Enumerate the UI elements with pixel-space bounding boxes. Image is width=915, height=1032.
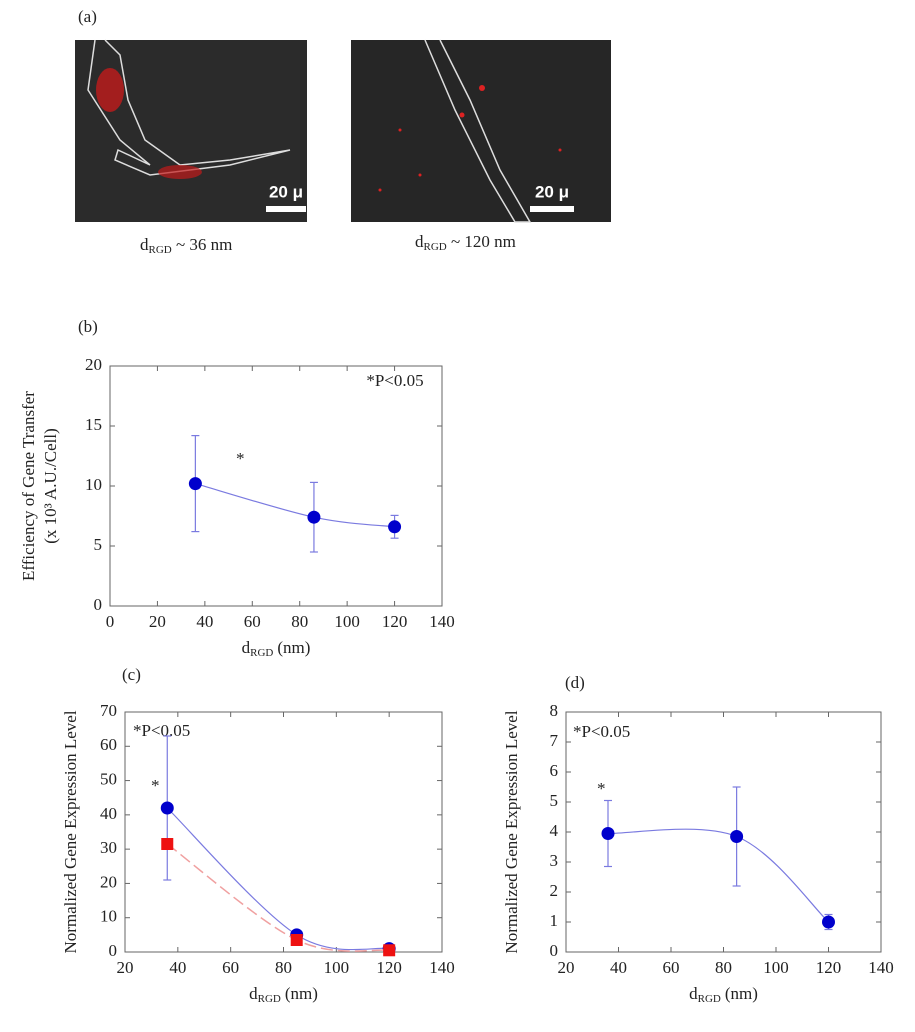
y-tick-label: 30 [100, 838, 117, 857]
panel-label: (c) [122, 665, 141, 684]
y-tick-label: 10 [100, 907, 117, 926]
x-tick-label: 140 [868, 958, 894, 977]
data-point [601, 827, 615, 840]
annotation: *P<0.05 [133, 721, 190, 740]
data-point [307, 510, 321, 524]
y-tick-label: 15 [85, 415, 102, 434]
y-tick-label: 4 [550, 821, 559, 840]
x-tick-label: 0 [106, 612, 115, 631]
y-tick-label: 70 [100, 701, 117, 720]
y-tick-label: 8 [550, 701, 559, 720]
data-point [160, 801, 174, 815]
x-tick-label: 100 [763, 958, 789, 977]
x-tick-label: 80 [715, 958, 732, 977]
x-tick-label: 80 [291, 612, 308, 631]
y-tick-label: 20 [85, 355, 102, 374]
x-tick-label: 60 [244, 612, 261, 631]
x-axis-label: dRGD (nm) [249, 984, 318, 1005]
micrograph [351, 39, 611, 223]
y-tick-label: 60 [100, 735, 117, 754]
plot-frame [124, 711, 443, 953]
plot-frame [109, 365, 443, 607]
panel-label: (a) [78, 7, 97, 26]
y-tick-label: 40 [100, 804, 117, 823]
y-tick-label: 5 [94, 535, 103, 554]
x-tick-label: 120 [376, 958, 402, 977]
data-point [383, 944, 396, 957]
significance-mark: * [597, 779, 606, 798]
annotation: *P<0.05 [366, 371, 423, 390]
data-point [290, 934, 303, 946]
data-point [822, 915, 835, 929]
x-tick-label: 60 [663, 958, 680, 977]
x-tick-label: 120 [382, 612, 408, 631]
annotation: *P<0.05 [573, 722, 630, 741]
data-point [388, 520, 402, 534]
data-point [161, 838, 174, 850]
panel-label: (d) [565, 673, 585, 692]
x-tick-label: 140 [429, 612, 455, 631]
y-axis-label: (x 10³ A.U./Cell) [41, 428, 60, 544]
x-tick-label: 140 [429, 958, 455, 977]
fit-line [195, 483, 395, 528]
x-tick-label: 40 [196, 612, 213, 631]
y-axis-label: Normalized Gene Expression Level [502, 710, 521, 953]
y-tick-label: 5 [550, 791, 559, 810]
x-tick-label: 20 [117, 958, 134, 977]
y-axis-label: Efficiency of Gene Transfer [19, 391, 38, 581]
scale-bar-label: 20 μ [269, 182, 303, 201]
fit-line [607, 828, 829, 923]
x-tick-label: 40 [169, 958, 186, 977]
x-tick-label: 40 [610, 958, 627, 977]
y-tick-label: 1 [550, 911, 559, 930]
x-tick-label: 100 [324, 958, 350, 977]
y-axis-label: Normalized Gene Expression Level [61, 710, 80, 953]
caption: dRGD ~ 120 nm [415, 232, 516, 253]
x-axis-label: dRGD (nm) [689, 984, 758, 1005]
caption: dRGD ~ 36 nm [140, 235, 232, 256]
panel-label: (b) [78, 317, 98, 336]
data-point [730, 830, 744, 843]
y-tick-label: 6 [550, 761, 559, 780]
x-tick-label: 20 [149, 612, 166, 631]
x-tick-label: 100 [334, 612, 360, 631]
data-point [188, 477, 202, 491]
y-tick-label: 50 [100, 769, 117, 788]
scale-bar-label: 20 μ [535, 182, 569, 201]
y-tick-label: 0 [94, 595, 103, 614]
x-tick-label: 20 [558, 958, 575, 977]
significance-mark: * [151, 776, 160, 795]
x-axis-label: dRGD (nm) [242, 638, 311, 659]
y-tick-label: 20 [100, 872, 117, 891]
x-tick-label: 120 [816, 958, 842, 977]
fit-line [166, 807, 390, 951]
y-tick-label: 3 [550, 851, 559, 870]
x-tick-label: 80 [275, 958, 292, 977]
y-tick-label: 2 [550, 881, 559, 900]
fit-line [166, 843, 390, 952]
y-tick-label: 10 [85, 475, 102, 494]
significance-mark: * [236, 449, 245, 468]
x-tick-label: 60 [222, 958, 239, 977]
y-tick-label: 7 [550, 731, 559, 750]
micrograph [75, 39, 307, 222]
y-tick-label: 0 [550, 941, 559, 960]
y-tick-label: 0 [109, 941, 118, 960]
